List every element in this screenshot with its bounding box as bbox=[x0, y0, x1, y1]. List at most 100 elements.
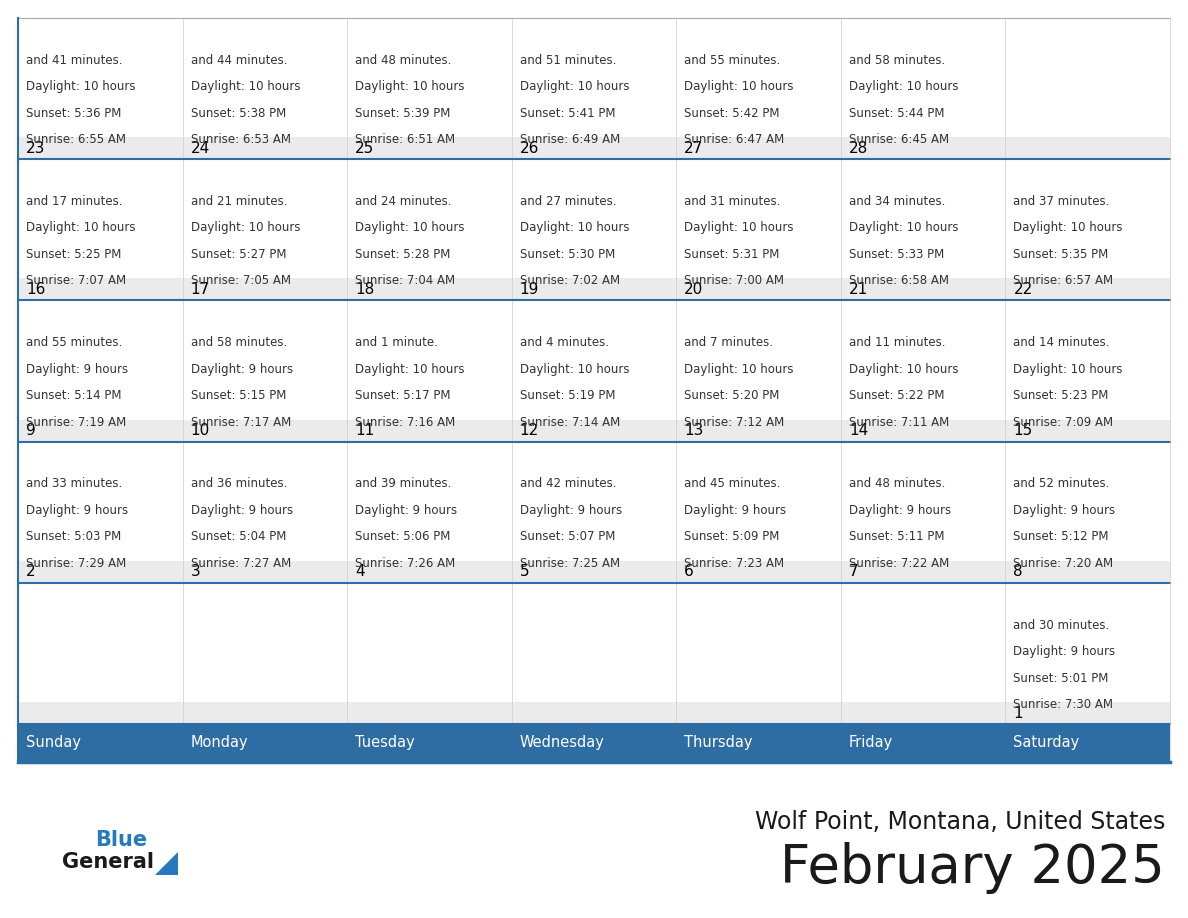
Text: Sunrise: 6:49 AM: Sunrise: 6:49 AM bbox=[519, 133, 620, 146]
Bar bbox=[347, 702, 512, 724]
Bar bbox=[347, 18, 512, 137]
Bar bbox=[18, 159, 183, 278]
Text: Daylight: 9 hours: Daylight: 9 hours bbox=[1013, 504, 1116, 517]
Bar bbox=[18, 278, 183, 300]
Bar bbox=[18, 583, 183, 702]
Bar bbox=[676, 561, 841, 583]
Bar bbox=[512, 561, 676, 583]
Text: and 52 minutes.: and 52 minutes. bbox=[1013, 477, 1110, 490]
Text: 20: 20 bbox=[684, 282, 703, 297]
Text: Daylight: 9 hours: Daylight: 9 hours bbox=[684, 504, 786, 517]
Bar bbox=[512, 442, 676, 561]
Text: and 21 minutes.: and 21 minutes. bbox=[190, 195, 287, 208]
Bar bbox=[676, 159, 841, 278]
Text: and 24 minutes.: and 24 minutes. bbox=[355, 195, 451, 208]
Text: Sunrise: 6:45 AM: Sunrise: 6:45 AM bbox=[849, 133, 949, 146]
Bar bbox=[1005, 159, 1170, 278]
Bar bbox=[183, 300, 347, 420]
Text: Sunset: 5:39 PM: Sunset: 5:39 PM bbox=[355, 106, 450, 119]
Bar bbox=[512, 300, 676, 420]
Bar bbox=[841, 137, 1005, 159]
Text: Daylight: 10 hours: Daylight: 10 hours bbox=[26, 221, 135, 234]
Text: Daylight: 10 hours: Daylight: 10 hours bbox=[849, 221, 959, 234]
Text: 12: 12 bbox=[519, 423, 539, 438]
Text: and 44 minutes.: and 44 minutes. bbox=[190, 54, 287, 67]
Text: Friday: Friday bbox=[849, 735, 893, 751]
Bar bbox=[512, 137, 676, 159]
Text: and 14 minutes.: and 14 minutes. bbox=[1013, 336, 1110, 349]
Bar bbox=[183, 561, 347, 583]
Text: 2: 2 bbox=[26, 565, 36, 579]
Bar bbox=[512, 18, 676, 137]
Bar bbox=[183, 159, 347, 278]
Text: Sunset: 5:22 PM: Sunset: 5:22 PM bbox=[849, 389, 944, 402]
Bar bbox=[347, 442, 512, 561]
Text: 13: 13 bbox=[684, 423, 703, 438]
Bar bbox=[183, 420, 347, 442]
Text: Saturday: Saturday bbox=[1013, 735, 1080, 751]
Bar bbox=[1005, 420, 1170, 442]
Text: February 2025: February 2025 bbox=[781, 842, 1165, 894]
Text: and 41 minutes.: and 41 minutes. bbox=[26, 54, 122, 67]
Bar bbox=[1005, 561, 1170, 583]
Text: 4: 4 bbox=[355, 565, 365, 579]
Text: Sunrise: 6:47 AM: Sunrise: 6:47 AM bbox=[684, 133, 784, 146]
Text: and 1 minute.: and 1 minute. bbox=[355, 336, 438, 349]
Text: 22: 22 bbox=[1013, 282, 1032, 297]
Bar bbox=[18, 420, 183, 442]
Text: Sunrise: 7:16 AM: Sunrise: 7:16 AM bbox=[355, 416, 455, 429]
Text: Daylight: 10 hours: Daylight: 10 hours bbox=[849, 363, 959, 375]
Bar bbox=[1005, 583, 1170, 702]
Text: Sunrise: 7:11 AM: Sunrise: 7:11 AM bbox=[849, 416, 949, 429]
Bar bbox=[512, 159, 676, 278]
Bar bbox=[512, 420, 676, 442]
Text: and 58 minutes.: and 58 minutes. bbox=[190, 336, 286, 349]
Text: and 36 minutes.: and 36 minutes. bbox=[190, 477, 287, 490]
Bar bbox=[676, 583, 841, 702]
Text: Sunday: Sunday bbox=[26, 735, 81, 751]
Bar bbox=[676, 278, 841, 300]
Text: Sunrise: 7:25 AM: Sunrise: 7:25 AM bbox=[519, 557, 620, 570]
Bar bbox=[18, 18, 183, 137]
Bar bbox=[676, 702, 841, 724]
Bar bbox=[841, 300, 1005, 420]
Text: Daylight: 10 hours: Daylight: 10 hours bbox=[519, 363, 630, 375]
Text: Sunrise: 6:51 AM: Sunrise: 6:51 AM bbox=[355, 133, 455, 146]
Text: Daylight: 9 hours: Daylight: 9 hours bbox=[190, 363, 292, 375]
Text: Sunset: 5:23 PM: Sunset: 5:23 PM bbox=[1013, 389, 1108, 402]
Text: 5: 5 bbox=[519, 565, 530, 579]
Text: and 39 minutes.: and 39 minutes. bbox=[355, 477, 451, 490]
Text: Sunrise: 7:23 AM: Sunrise: 7:23 AM bbox=[684, 557, 784, 570]
Text: Daylight: 10 hours: Daylight: 10 hours bbox=[355, 80, 465, 94]
Text: Sunset: 5:04 PM: Sunset: 5:04 PM bbox=[190, 531, 286, 543]
Text: and 7 minutes.: and 7 minutes. bbox=[684, 336, 773, 349]
Bar bbox=[183, 702, 347, 724]
Text: Sunset: 5:01 PM: Sunset: 5:01 PM bbox=[1013, 672, 1108, 685]
Bar bbox=[347, 137, 512, 159]
Text: Thursday: Thursday bbox=[684, 735, 753, 751]
Text: Daylight: 10 hours: Daylight: 10 hours bbox=[355, 363, 465, 375]
Text: Sunrise: 7:09 AM: Sunrise: 7:09 AM bbox=[1013, 416, 1113, 429]
Text: Daylight: 10 hours: Daylight: 10 hours bbox=[1013, 221, 1123, 234]
Text: 28: 28 bbox=[849, 140, 868, 156]
Text: Sunrise: 6:57 AM: Sunrise: 6:57 AM bbox=[1013, 274, 1113, 287]
Bar bbox=[512, 724, 676, 762]
Text: 19: 19 bbox=[519, 282, 539, 297]
Text: and 48 minutes.: and 48 minutes. bbox=[355, 54, 451, 67]
Bar bbox=[676, 300, 841, 420]
Bar bbox=[18, 561, 183, 583]
Text: 21: 21 bbox=[849, 282, 868, 297]
Bar bbox=[183, 278, 347, 300]
Bar bbox=[841, 702, 1005, 724]
Text: Daylight: 10 hours: Daylight: 10 hours bbox=[519, 221, 630, 234]
Bar bbox=[18, 137, 183, 159]
Text: Sunrise: 7:30 AM: Sunrise: 7:30 AM bbox=[1013, 698, 1113, 711]
Text: 9: 9 bbox=[26, 423, 36, 438]
Text: Sunset: 5:17 PM: Sunset: 5:17 PM bbox=[355, 389, 450, 402]
Bar bbox=[347, 159, 512, 278]
Bar bbox=[18, 724, 183, 762]
Text: Daylight: 10 hours: Daylight: 10 hours bbox=[190, 221, 301, 234]
Text: Sunset: 5:14 PM: Sunset: 5:14 PM bbox=[26, 389, 121, 402]
Text: Sunrise: 6:58 AM: Sunrise: 6:58 AM bbox=[849, 274, 949, 287]
Text: and 58 minutes.: and 58 minutes. bbox=[849, 54, 946, 67]
